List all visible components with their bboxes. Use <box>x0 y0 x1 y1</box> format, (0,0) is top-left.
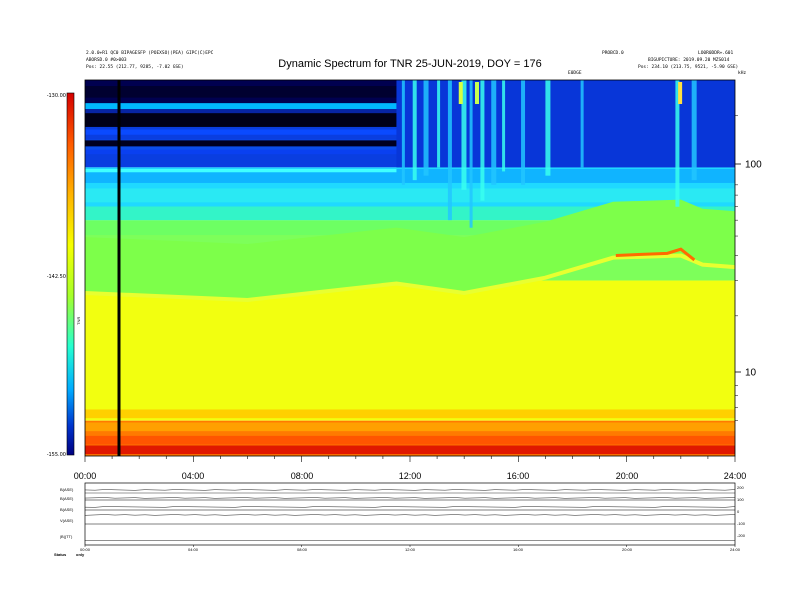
mini-panel-trace <box>84 514 736 516</box>
colorbar-label: TNR <box>76 317 81 325</box>
spectral-gradient-strip <box>85 188 735 203</box>
chart-title: Dynamic Spectrum for TNR 25-JUN-2019, DO… <box>278 58 542 70</box>
radio-burst <box>437 80 441 168</box>
spectral-floor-strip <box>85 409 735 419</box>
top-band-stripe <box>85 149 397 155</box>
mini-time-tick-label: 00:00 <box>79 547 91 552</box>
mini-panel-right-tick: 0 <box>737 509 740 514</box>
radio-burst <box>545 80 551 176</box>
burst-hot-core <box>458 82 463 104</box>
top-band-stripe <box>85 129 397 135</box>
top-band-stripe <box>85 113 397 127</box>
colorbar-tick-label: -142.50 <box>46 274 66 280</box>
header-right-line3: BIGUPICTURE: 2019.09.20 MZS014 <box>648 58 730 63</box>
mini-time-tick-label: 20:00 <box>621 547 633 552</box>
time-tick-label: 04:00 <box>181 471 205 481</box>
footer-only: only <box>76 552 85 557</box>
radio-burst <box>521 80 526 185</box>
mini-time-tick-label: 16:00 <box>512 547 524 552</box>
time-tick-label: 08:00 <box>290 471 314 481</box>
radio-burst <box>491 80 497 185</box>
mini-panel-trace <box>84 540 735 541</box>
spectral-floor-strip <box>85 445 735 455</box>
data-gap-line <box>117 80 121 456</box>
footer-status: Status <box>54 552 67 557</box>
summary-panels <box>84 482 736 547</box>
burst-hot-core <box>475 82 479 104</box>
radio-burst <box>469 80 473 228</box>
colorbar <box>66 92 75 456</box>
frequency-tick-label: 100 <box>745 159 762 171</box>
frequency-tick-label: 10 <box>745 367 757 379</box>
spectral-gradient-strip <box>85 168 735 183</box>
radio-burst <box>580 80 584 168</box>
mini-panel-label: B(ASE) <box>60 487 74 492</box>
radio-burst <box>502 80 506 172</box>
mini-time-tick-label: 04:00 <box>187 547 199 552</box>
band-edge-line <box>84 253 736 302</box>
spectral-floor-strip <box>85 435 735 445</box>
radio-burst <box>691 80 697 181</box>
time-tick-label: 24:00 <box>723 471 747 481</box>
mini-panel-trace <box>84 506 736 508</box>
mini-panel-label: B(ASE) <box>60 496 74 501</box>
header-right-line1: PROBCD.0 <box>602 51 624 56</box>
burst-region <box>396 80 735 168</box>
top-band-stripe <box>85 86 397 98</box>
header-left-line1: 2.0.0+R1 QC0 BIPAGESFP (POEXSO)(PEA) GIP… <box>86 51 214 56</box>
header-right-line2: LO0R0DDR+.601 <box>698 51 734 56</box>
frequency-minor-ticks <box>735 115 738 421</box>
radio-burst <box>675 80 680 207</box>
mini-time-tick-label: 24:00 <box>729 547 741 552</box>
green-band-region <box>85 199 735 300</box>
radio-burst <box>401 80 405 185</box>
mini-panel-right-tick: 200 <box>737 485 744 490</box>
mini-panel-right-tick: -100 <box>737 521 746 526</box>
spectral-floor-strip <box>85 422 735 432</box>
mini-panel-trace <box>84 489 736 491</box>
top-band-stripe <box>85 168 397 173</box>
mini-time-tick-label: 12:00 <box>404 547 416 552</box>
radio-burst <box>480 80 485 201</box>
time-tick-label: 16:00 <box>506 471 530 481</box>
header-marker: E0DGE <box>568 71 582 76</box>
mini-time-tick-label: 08:00 <box>296 547 308 552</box>
time-tick-marks <box>84 456 736 462</box>
colorbar-tick-label: -130.00 <box>46 93 66 99</box>
burst-hot-core <box>678 82 683 104</box>
spectrogram-plot-area <box>84 80 736 456</box>
mini-panel-right-tick: -200 <box>737 533 746 538</box>
time-tick-label: 00:00 <box>73 471 97 481</box>
spectral-band <box>85 280 735 421</box>
emission-ridge <box>615 247 696 262</box>
mini-panel-trace <box>84 497 736 499</box>
header-left-line2: ABORSD.0 #0>003 <box>86 58 127 63</box>
time-tick-label: 20:00 <box>615 471 639 481</box>
header-position-right: Pos: 234.10 (213.75, 9521, -5.90 GSE) <box>638 65 739 70</box>
header-position-left: Pos: 22.55 (212.77, 9285, -7.02 GSE) <box>86 65 184 70</box>
radio-burst <box>412 80 417 181</box>
header-corner-unit: kHz <box>738 71 747 76</box>
time-tick-label: 12:00 <box>398 471 422 481</box>
radio-burst <box>461 80 467 190</box>
top-band-stripe <box>85 140 397 147</box>
mini-panel-label: V(ASE) <box>60 518 74 523</box>
mini-panel-label: B(ASE) <box>60 507 74 512</box>
mini-panel-right-tick: 100 <box>737 497 744 502</box>
mini-panel-frame <box>84 482 736 546</box>
mini-panel-label: |B|(TT) <box>60 534 73 539</box>
radio-burst <box>423 80 429 176</box>
radio-burst <box>447 80 452 221</box>
top-band-stripe <box>85 103 397 110</box>
colorbar-tick-label: -155.00 <box>46 452 66 458</box>
